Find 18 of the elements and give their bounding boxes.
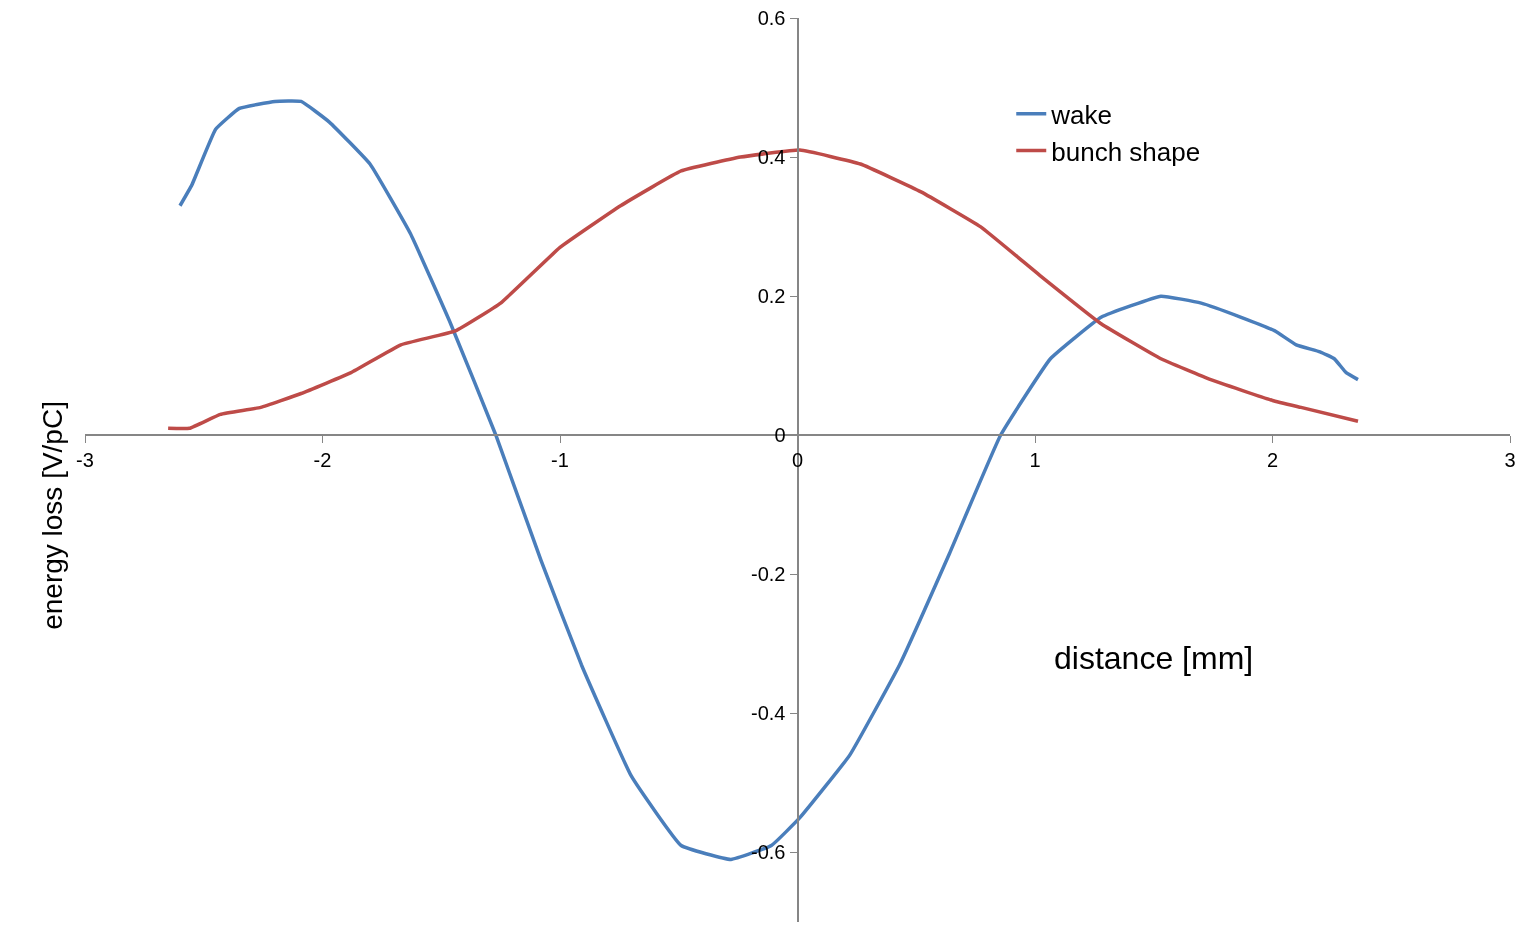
x-tick-label: -2: [313, 449, 332, 472]
y-tick-label: 0.2: [757, 285, 786, 308]
y-tick-label: -0.2: [751, 563, 786, 586]
y-tick-label: 0: [774, 424, 786, 447]
line-series: [178, 99, 1360, 862]
x-tick-label: 2: [1266, 449, 1279, 472]
x-tick-label: 1: [1029, 449, 1041, 472]
y-axis-title: energy loss [V/pC]: [37, 401, 69, 630]
x-tick-label: 0: [791, 449, 804, 472]
y-tick-label: -0.6: [751, 841, 786, 864]
y-tick-label: 0.6: [757, 7, 786, 29]
x-axis-title: distance [mm]: [1054, 640, 1254, 676]
x-tick-label: -1: [551, 449, 569, 472]
legend-label: wake: [1050, 99, 1112, 130]
x-tick-label: -3: [76, 449, 94, 472]
legend-label: bunch shape: [1051, 136, 1201, 167]
y-tick-label: -0.4: [751, 702, 786, 725]
x-tick-label: 3: [1504, 449, 1516, 472]
